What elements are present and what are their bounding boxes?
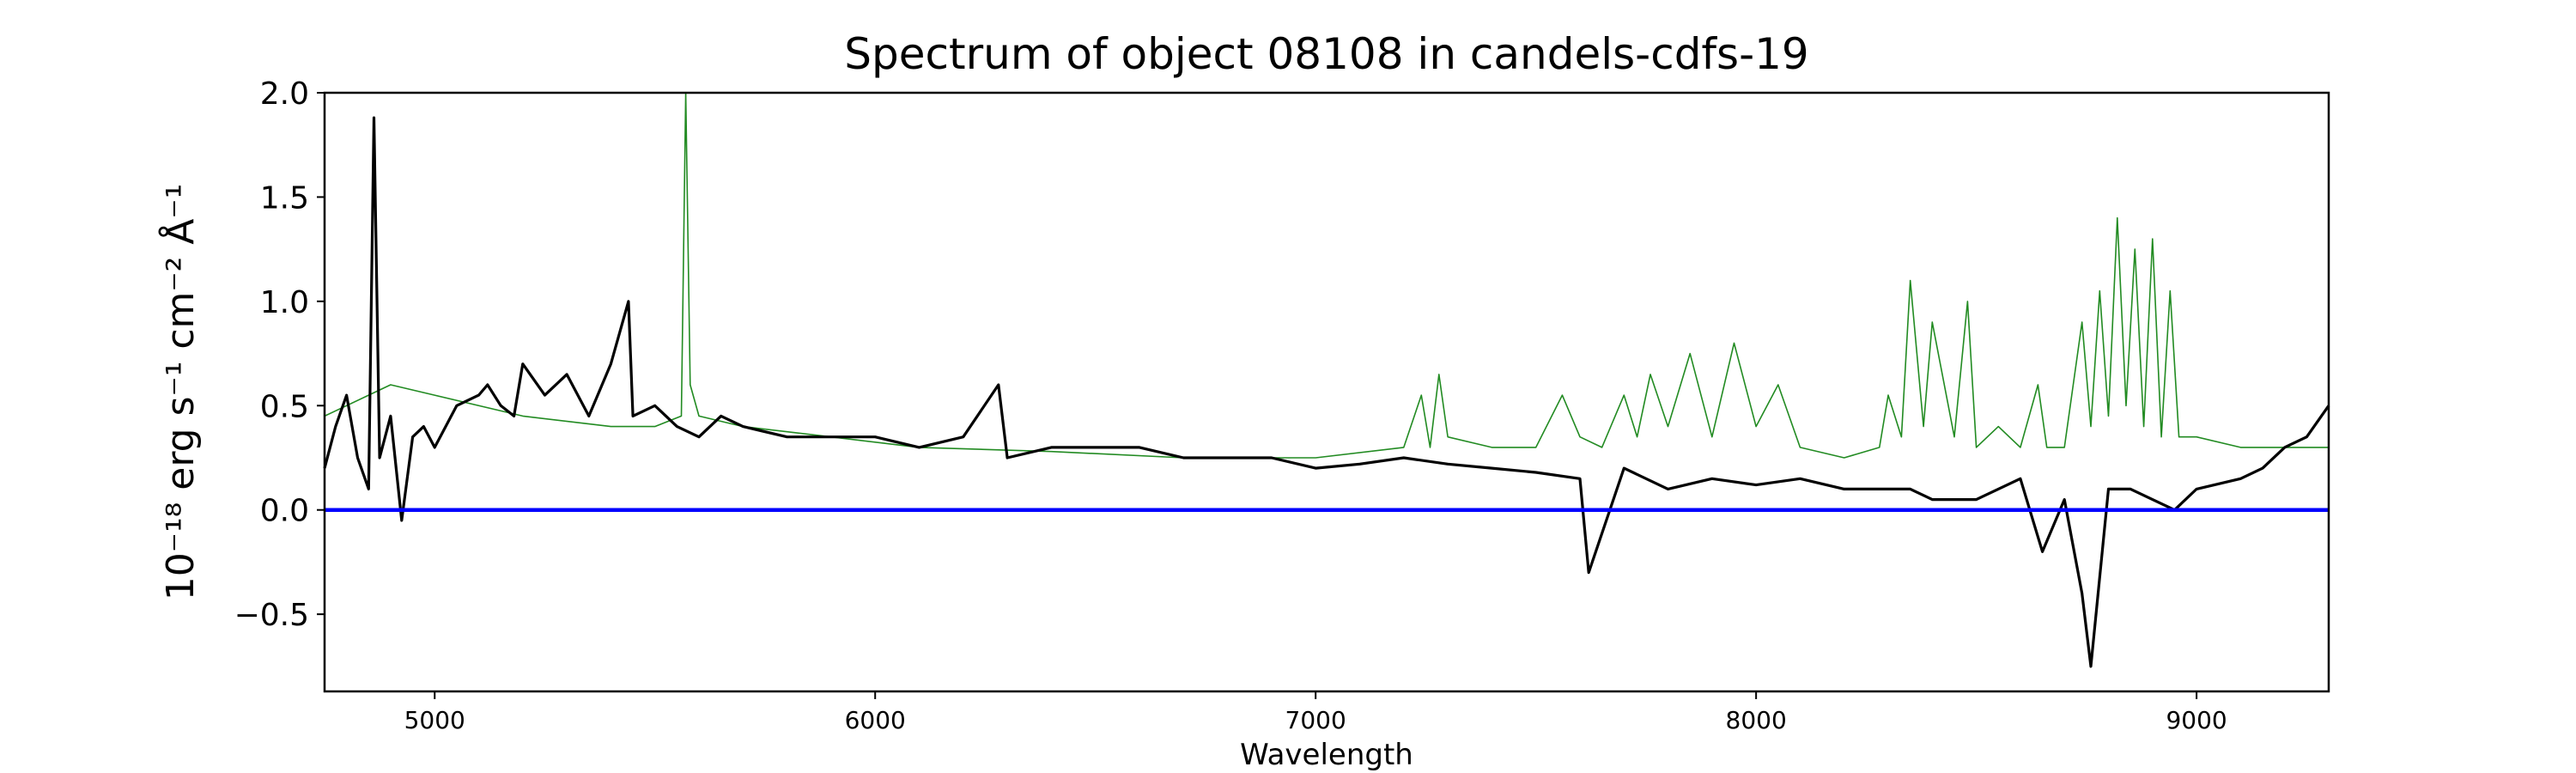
plot-frame: [323, 91, 2330, 693]
series-line-1: [324, 92, 2329, 459]
y-tick-label: 0.0: [260, 494, 309, 529]
y-axis: −0.5 0.0 0.5 1.0 1.5 2.0: [234, 76, 325, 633]
x-tick-label: 9000: [2166, 706, 2227, 734]
y-tick-label: 2.0: [260, 76, 309, 112]
x-tick-label: 5000: [404, 706, 465, 734]
x-axis-label: Wavelength: [1240, 738, 1413, 772]
y-tick-label: 0.5: [260, 389, 309, 424]
x-tick-label: 6000: [845, 706, 906, 734]
y-axis-label: 10⁻¹⁸ erg s⁻¹ cm⁻² Å⁻¹: [157, 184, 203, 600]
series-line-0: [323, 116, 2330, 668]
chart-title: Spectrum of object 08108 in candels-cdfs…: [844, 29, 1809, 79]
x-tick-label: 8000: [1726, 706, 1787, 734]
y-tick-label: −0.5: [234, 598, 309, 633]
series-layer: [323, 92, 2330, 668]
y-tick-label: 1.0: [260, 285, 309, 320]
y-tick-label: 1.5: [260, 180, 309, 216]
x-tick-label: 7000: [1285, 706, 1346, 734]
x-axis: 5000 6000 7000 8000 9000: [404, 691, 2227, 734]
